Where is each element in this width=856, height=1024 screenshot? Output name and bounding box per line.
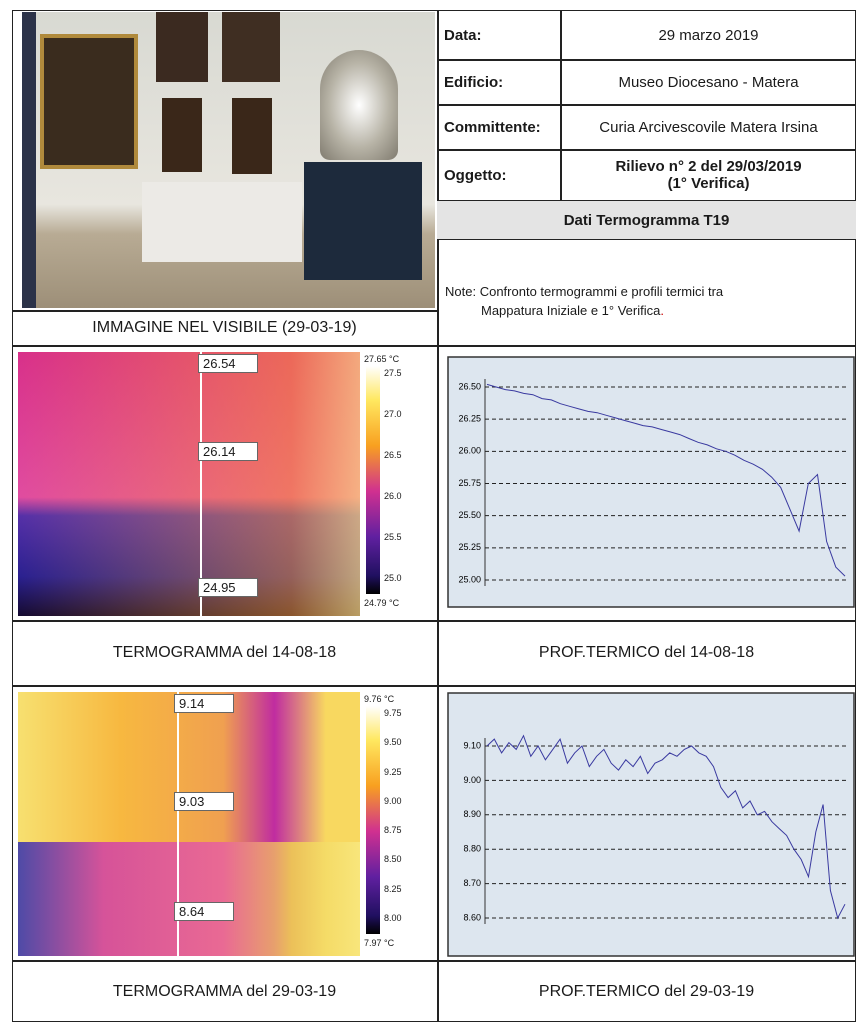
spot-label: 9.14 <box>174 694 234 713</box>
plot-bg <box>448 357 854 607</box>
spot-label: 9.03 <box>174 792 234 811</box>
note-text: Confronto termogrammi e profili termici … <box>480 284 723 299</box>
photo-caption: IMMAGINE NEL VISIBILE (29-03-19) <box>12 311 437 345</box>
scale-tick: 9.25 <box>384 767 402 777</box>
value: Rilievo n° 2 del 29/03/2019(1° Verifica) <box>561 150 856 200</box>
y-tick-label: 26.50 <box>458 381 481 391</box>
scale-tick: 8.50 <box>384 854 402 864</box>
thermogram: 26.54 26.14 24.95 27.65 °C 24.79 °C 27.5 27.0 2… <box>18 352 435 616</box>
y-tick-label: 26.25 <box>458 414 481 424</box>
note: Note: Confronto termogrammi e profili te… <box>445 282 850 320</box>
spot-label: 26.54 <box>198 354 258 373</box>
y-tick-label: 25.50 <box>458 510 481 520</box>
scale-min: 24.79 °C <box>364 598 399 608</box>
value: 29 marzo 2019 <box>561 10 856 60</box>
caption: TERMOGRAMMA del 29-03-19 <box>12 961 437 1022</box>
y-tick-label: 9.10 <box>463 740 481 750</box>
y-tick-label: 25.25 <box>458 542 481 552</box>
value: Museo Diocesano - Matera <box>561 60 856 105</box>
y-tick-label: 25.75 <box>458 478 481 488</box>
y-tick-label: 8.80 <box>463 844 481 854</box>
scale-tick: 25.0 <box>384 573 402 583</box>
spot-label: 24.95 <box>198 578 258 597</box>
y-tick-label: 26.00 <box>458 446 481 456</box>
caption: TERMOGRAMMA del 14-08-18 <box>12 621 437 685</box>
y-tick-label: 8.90 <box>463 809 481 819</box>
scale-tick: 26.5 <box>384 450 402 460</box>
note-label: Note: <box>445 284 476 299</box>
color-scale <box>366 706 380 934</box>
spot-label: 8.64 <box>174 902 234 921</box>
caption: PROF.TERMICO del 14-08-18 <box>437 621 856 685</box>
photo <box>22 12 435 308</box>
thermogram: 9.14 9.03 8.64 9.76 °C 7.97 °C 9.75 9.50 9.25 9.… <box>18 692 435 956</box>
note-text: Mappatura Iniziale e 1° Verifica <box>445 303 660 318</box>
scale-tick: 27.5 <box>384 368 402 378</box>
value: Curia Arcivescovile Matera Irsina <box>561 105 856 150</box>
value-line: Rilievo n° 2 del 29/03/2019 <box>615 158 801 175</box>
scale-tick: 8.00 <box>384 913 402 923</box>
label: Committente: <box>438 105 560 150</box>
scale-tick: 9.00 <box>384 796 402 806</box>
value-line: (1° Verifica) <box>668 175 750 192</box>
y-tick-label: 25.00 <box>458 574 481 584</box>
page: {"header":{"data_label":"Data:","data_va… <box>0 0 856 1024</box>
divider <box>12 345 856 347</box>
y-tick-label: 9.00 <box>463 775 481 785</box>
label: Edificio: <box>438 60 560 105</box>
divider <box>12 685 856 687</box>
plot-bg <box>448 693 854 956</box>
scale-tick: 25.5 <box>384 532 402 542</box>
scale-tick: 9.75 <box>384 708 402 718</box>
scale-min: 7.97 °C <box>364 938 394 948</box>
scale-tick: 27.0 <box>384 409 402 419</box>
label: Oggetto: <box>438 150 560 200</box>
scale-tick: 26.0 <box>384 491 402 501</box>
note-period: . <box>660 303 664 318</box>
scale-max: 27.65 °C <box>364 354 399 364</box>
label: Data: <box>438 10 560 60</box>
color-scale <box>366 366 380 594</box>
caption: PROF.TERMICO del 29-03-19 <box>437 961 856 1022</box>
profile-chart: 9.10 9.00 8.90 8.80 8.70 8.60 <box>447 692 855 957</box>
section-title: Dati Termogramma T19 <box>437 200 856 240</box>
profile-chart: 26.50 26.25 26.00 25.75 25.50 25.25 25.00 <box>447 356 855 608</box>
scale-max: 9.76 °C <box>364 694 394 704</box>
spot-label: 26.14 <box>198 442 258 461</box>
scale-tick: 8.25 <box>384 884 402 894</box>
y-tick-label: 8.70 <box>463 878 481 888</box>
y-tick-label: 8.60 <box>463 912 481 922</box>
scale-tick: 9.50 <box>384 737 402 747</box>
scale-tick: 8.75 <box>384 825 402 835</box>
